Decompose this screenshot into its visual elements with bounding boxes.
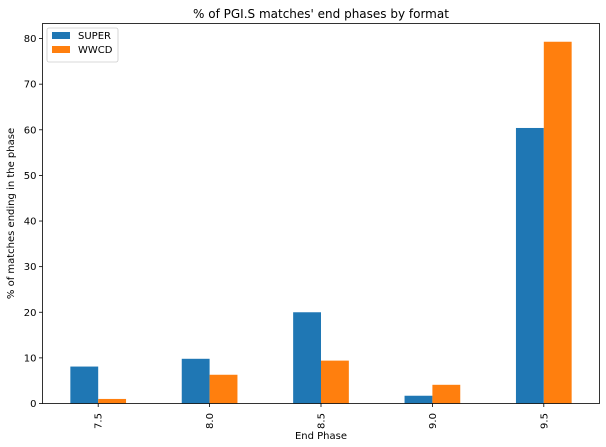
x-tick-label: 9.0: [428, 413, 439, 429]
y-tick-label: 60: [24, 125, 37, 136]
bar-super-8.0: [181, 358, 210, 404]
bar-wwcd-9.0: [432, 384, 461, 404]
x-axis-label: End Phase: [295, 431, 347, 442]
legend-label-super: SUPER: [78, 31, 111, 42]
y-tick-label: 70: [24, 80, 37, 91]
bar-super-9.5: [515, 127, 544, 404]
y-axis: 0 10 20 30 40 50 60 70 80: [24, 34, 43, 410]
legend-label-wwcd: WWCD: [78, 45, 113, 56]
chart-title: % of PGI.S matches' end phases by format: [193, 7, 449, 21]
legend-swatch-super: [52, 32, 70, 39]
plot-frame: [42, 23, 600, 404]
y-tick-label: 30: [24, 262, 37, 273]
bar-wwcd-8.0: [209, 374, 238, 404]
y-tick-label: 40: [24, 217, 37, 228]
bars-group: [70, 41, 572, 404]
y-tick-label: 0: [30, 399, 36, 410]
y-axis-label: % of matches ending in the phase: [6, 128, 17, 299]
bar-wwcd-8.5: [321, 360, 349, 404]
x-axis: 7.5 8.0 8.5 9.0 9.5: [94, 403, 550, 429]
x-tick-label: 8.5: [317, 413, 328, 429]
y-tick-label: 80: [24, 34, 37, 45]
bar-wwcd-9.5: [543, 41, 572, 404]
y-tick-label: 10: [24, 353, 37, 364]
x-tick-label: 8.0: [205, 413, 216, 429]
x-tick-label: 7.5: [94, 413, 105, 429]
bar-super-9.0: [404, 395, 433, 404]
legend-swatch-wwcd: [52, 46, 70, 53]
x-tick-label: 9.5: [539, 413, 550, 429]
y-tick-label: 50: [24, 171, 37, 182]
bar-wwcd-7.5: [98, 398, 127, 404]
bar-super-8.5: [293, 312, 321, 404]
y-tick-label: 20: [24, 308, 37, 319]
bar-super-7.5: [70, 366, 99, 404]
legend: SUPER WWCD: [46, 27, 119, 63]
